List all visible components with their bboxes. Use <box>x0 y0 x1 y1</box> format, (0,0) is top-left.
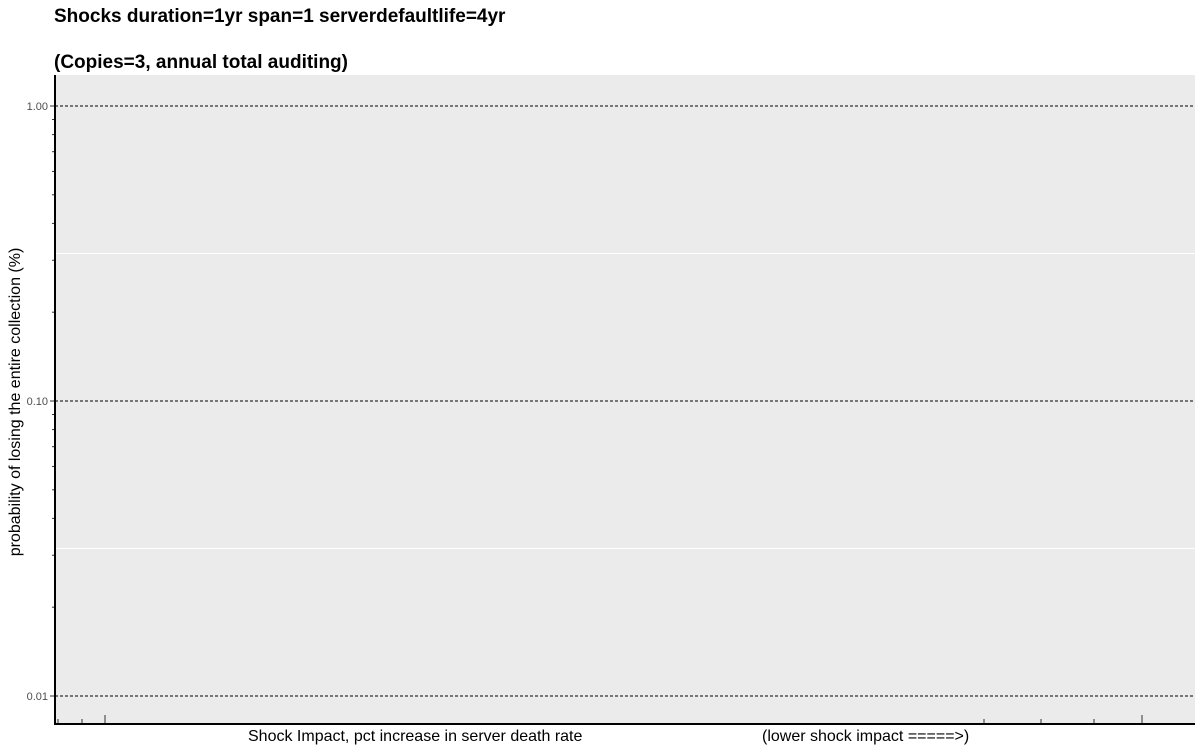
chart-subtitle: (Copies=3, annual total auditing) <box>54 52 348 73</box>
x-axis-label: Shock Impact, pct increase in server dea… <box>248 728 583 745</box>
plot-panel <box>55 75 1195 725</box>
y-axis-label: probability of losing the entire collect… <box>7 247 24 557</box>
chart-title: Shocks duration=1yr span=1 serverdefault… <box>54 6 506 27</box>
y-tick-label: 1.00 <box>27 101 48 113</box>
y-tick-label: 0.01 <box>27 691 48 703</box>
x-axis-note: (lower shock impact =====>) <box>762 728 970 745</box>
y-tick-label: 0.10 <box>27 396 48 408</box>
